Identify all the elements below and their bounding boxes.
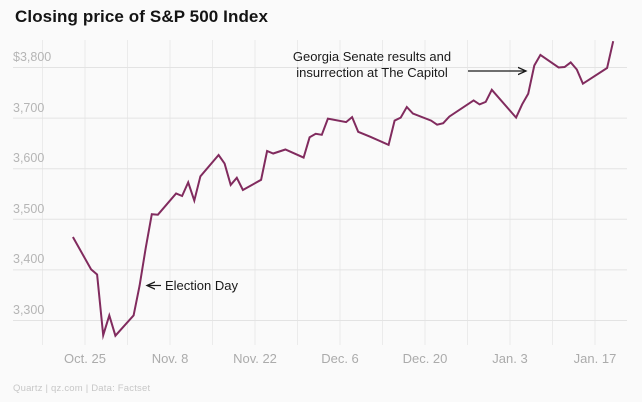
vertical-gridlines [42,40,596,345]
y-axis-label: 3,400 [13,252,45,267]
x-axis-label: Jan. 3 [492,351,528,366]
georgia-annotation: Georgia Senate results and insurrection … [283,49,461,81]
georgia-annotation-line2: insurrection at The Capitol [296,65,448,80]
y-axis-label: 3,300 [13,303,45,317]
georgia-annotation-line1: Georgia Senate results and [292,49,452,64]
chart-title: Closing price of S&P 500 Index [15,7,269,26]
x-axis-label: Dec. 6 [321,351,359,366]
y-axis-label: 3,500 [13,201,45,216]
election-day-annotation: Election Day [165,278,238,293]
x-axis-label: Jan. 17 [573,351,617,366]
x-axis-label: Nov. 22 [233,351,277,366]
source-attribution: Quartz | qz.com | Data: Factset [13,383,151,394]
price-line [72,40,615,341]
horizontal-gridlines [13,67,627,321]
x-axis-label: Oct. 25 [64,351,106,366]
x-axis-label: Nov. 8 [151,351,189,366]
x-axis-label: Dec. 20 [402,351,448,366]
y-axis-label: $3,800 [13,50,52,64]
y-axis-label: 3,700 [13,100,45,115]
y-axis-label: 3,600 [13,151,45,166]
